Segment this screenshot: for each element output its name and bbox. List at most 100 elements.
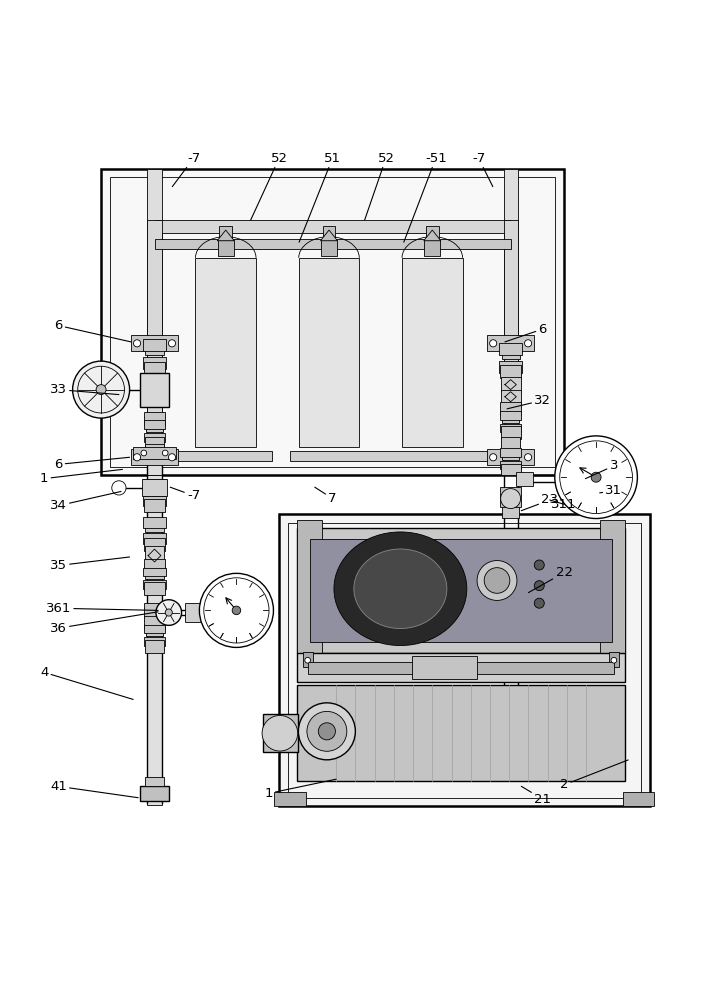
Bar [500,426,521,439]
Text: 7: 7 [315,487,337,505]
Bar [516,472,533,486]
Text: 3: 3 [586,459,618,479]
Circle shape [611,657,617,663]
Bar [185,603,202,622]
Bar [132,449,177,465]
Text: -7: -7 [472,152,493,187]
Bar [144,412,165,425]
Bar [321,240,337,256]
Circle shape [262,715,297,751]
Text: 21: 21 [521,786,551,806]
Bar [500,390,521,404]
Bar [501,353,520,359]
Bar [144,777,164,786]
Bar [297,528,625,653]
Circle shape [555,436,637,519]
Text: 361: 361 [46,602,158,615]
Bar [412,656,477,679]
Circle shape [534,560,544,570]
Bar [158,451,272,461]
Bar [143,580,166,589]
Bar [500,424,521,432]
Bar [287,523,641,798]
Polygon shape [217,230,235,241]
Text: 1: 1 [40,469,122,485]
Bar [297,520,322,662]
Circle shape [484,568,510,593]
Text: 6: 6 [54,457,129,471]
Polygon shape [424,230,441,241]
Bar [144,373,165,385]
Bar [144,362,165,375]
Bar [402,258,463,447]
Text: -51: -51 [404,152,447,242]
Bar [144,437,164,449]
Bar [132,335,177,351]
Bar [144,616,165,629]
Bar [195,258,256,447]
Bar [140,373,169,407]
Circle shape [534,598,544,608]
Text: 23: 23 [521,493,558,511]
Bar [263,714,298,752]
Circle shape [73,361,129,418]
Bar [147,220,162,436]
Circle shape [156,600,182,625]
Bar [500,461,521,469]
Text: 2: 2 [560,760,628,791]
Bar [143,357,166,369]
Bar [500,448,521,457]
Bar [154,220,511,233]
Bar [426,226,439,244]
Bar [144,625,165,633]
Bar [147,475,162,805]
Bar [144,538,165,551]
Bar [609,652,619,667]
Circle shape [162,450,168,456]
Bar [145,489,164,494]
Text: 36: 36 [50,612,158,635]
Circle shape [134,340,141,347]
Circle shape [534,581,544,591]
Text: 41: 41 [50,780,138,798]
Bar [488,449,534,465]
Bar [502,455,519,460]
Circle shape [477,561,517,600]
Ellipse shape [334,532,467,646]
Circle shape [525,454,532,461]
Bar [140,786,169,801]
Bar [297,685,625,781]
Circle shape [490,340,497,347]
Bar [143,533,166,544]
Bar [144,444,164,456]
Bar [500,365,521,378]
Circle shape [169,340,175,347]
Bar [143,339,166,351]
Bar [499,361,522,373]
Bar [299,258,359,447]
Bar [143,517,166,528]
Text: 34: 34 [50,491,121,512]
Bar [101,169,564,475]
Text: 6: 6 [54,319,131,342]
Circle shape [500,489,521,509]
Circle shape [307,711,347,751]
Bar [307,662,614,674]
Bar [109,177,556,467]
Bar [425,240,440,256]
Circle shape [318,723,335,740]
Bar [144,640,164,653]
Bar [500,464,521,475]
Bar [145,575,164,579]
Bar [322,226,335,244]
Circle shape [591,472,601,482]
Circle shape [525,340,532,347]
Bar [500,402,521,415]
Bar [218,240,234,256]
Bar [143,496,166,506]
Circle shape [199,573,273,647]
Text: -7: -7 [172,152,200,187]
Text: 52: 52 [251,152,287,220]
Bar [279,514,649,806]
Circle shape [134,454,141,461]
